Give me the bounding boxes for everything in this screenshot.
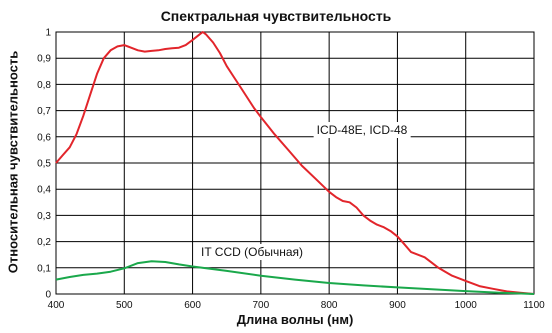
series-line-2	[55, 260, 535, 295]
y-tick-label: 0,7	[37, 106, 51, 117]
y-tick-label: 0,1	[37, 263, 51, 274]
y-tick-label: 0,3	[37, 211, 51, 222]
y-tick-label: 0,8	[37, 80, 51, 91]
annotation-background	[198, 244, 306, 260]
y-tick-label: 0,2	[37, 237, 51, 248]
series-line-1	[55, 31, 535, 295]
x-tick-label: 900	[389, 300, 406, 311]
y-tick-label: 0,4	[37, 185, 51, 196]
x-tick-label: 600	[184, 300, 201, 311]
y-tick-label: 0	[45, 290, 51, 301]
x-tick-label: 400	[48, 300, 65, 311]
x-tick-label: 1100	[523, 300, 545, 311]
annotation-background	[313, 122, 411, 138]
series-annotation: ICD-48E, ICD-48	[317, 123, 408, 137]
chart-title: Спектральная чувствительность	[160, 8, 392, 24]
x-tick-label: 1000	[455, 300, 478, 311]
x-axis-label: Длина волны (нм)	[236, 312, 354, 327]
x-tick-label: 800	[321, 300, 338, 311]
y-tick-label: 0,6	[37, 132, 51, 143]
series-annotation: IT CCD (Обычная)	[201, 245, 303, 259]
y-tick-label: 1	[45, 28, 51, 39]
x-tick-label: 700	[253, 300, 270, 311]
y-tick-label: 0,5	[37, 159, 51, 170]
x-tick-label: 500	[116, 300, 133, 311]
y-tick-label: 0,9	[37, 54, 51, 65]
